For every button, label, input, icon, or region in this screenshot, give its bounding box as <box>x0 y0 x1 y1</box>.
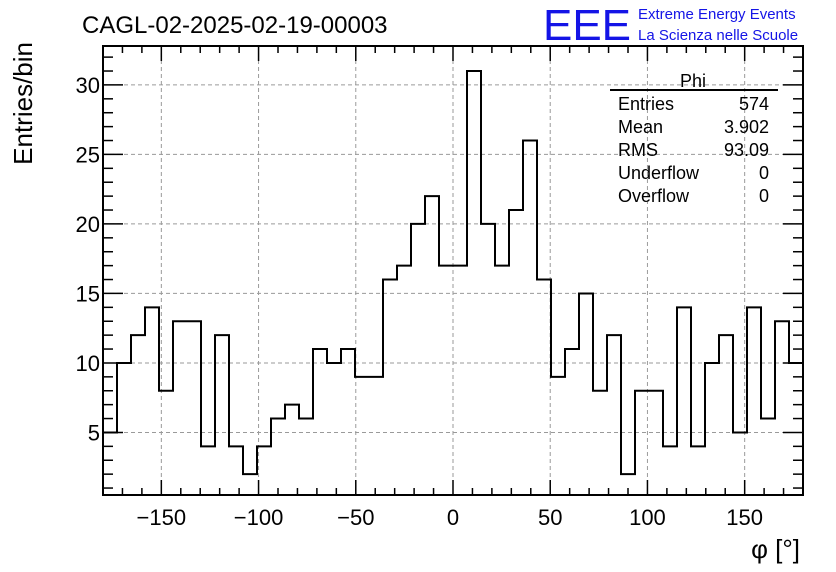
x-axis-label: φ [°] <box>751 534 800 564</box>
x-tick-label: 50 <box>538 505 562 530</box>
grid-lines <box>103 46 803 495</box>
x-tick-label: 100 <box>629 505 666 530</box>
x-tick-label: −50 <box>337 505 374 530</box>
x-axis-tick-labels: −150 −100 −50 0 50 100 150 <box>137 505 763 530</box>
eee-logo-line1: Extreme Energy Events <box>638 6 796 23</box>
y-tick-label: 15 <box>76 281 100 306</box>
stats-value-entries: 574 <box>739 94 769 114</box>
histogram-outline <box>103 70 803 476</box>
chart-title: CAGL-02-2025-02-19-00003 <box>82 12 388 39</box>
eee-logo: EEE Extreme Energy Events La Scienza nel… <box>543 1 798 50</box>
eee-logo-mark: EEE <box>543 1 631 50</box>
stats-value-overflow: 0 <box>759 186 769 206</box>
y-tick-label: 20 <box>76 212 100 237</box>
y-axis-label: Entries/bin <box>8 42 38 165</box>
stats-label-entries: Entries <box>618 94 674 114</box>
eee-logo-line2: La Scienza nelle Scuole <box>638 27 798 44</box>
stats-title: Phi <box>680 71 706 91</box>
stats-label-overflow: Overflow <box>618 186 690 206</box>
x-tick-label: 0 <box>447 505 459 530</box>
axis-ticks <box>102 46 804 495</box>
x-tick-label: 150 <box>726 505 763 530</box>
y-axis-tick-labels: 5 10 15 20 25 30 <box>76 73 100 446</box>
stats-label-underflow: Underflow <box>618 163 700 183</box>
y-tick-label: 10 <box>76 351 100 376</box>
stats-value-rms: 93.09 <box>724 140 769 160</box>
stats-box: Phi Entries 574 Mean 3.902 RMS 93.09 Und… <box>610 71 778 206</box>
stats-label-mean: Mean <box>618 117 663 137</box>
stats-label-rms: RMS <box>618 140 658 160</box>
stats-value-mean: 3.902 <box>724 117 769 137</box>
x-tick-label: −150 <box>137 505 187 530</box>
y-tick-label: 5 <box>88 420 100 445</box>
y-tick-label: 30 <box>76 73 100 98</box>
x-tick-label: −100 <box>234 505 284 530</box>
y-tick-label: 25 <box>76 142 100 167</box>
stats-value-underflow: 0 <box>759 163 769 183</box>
